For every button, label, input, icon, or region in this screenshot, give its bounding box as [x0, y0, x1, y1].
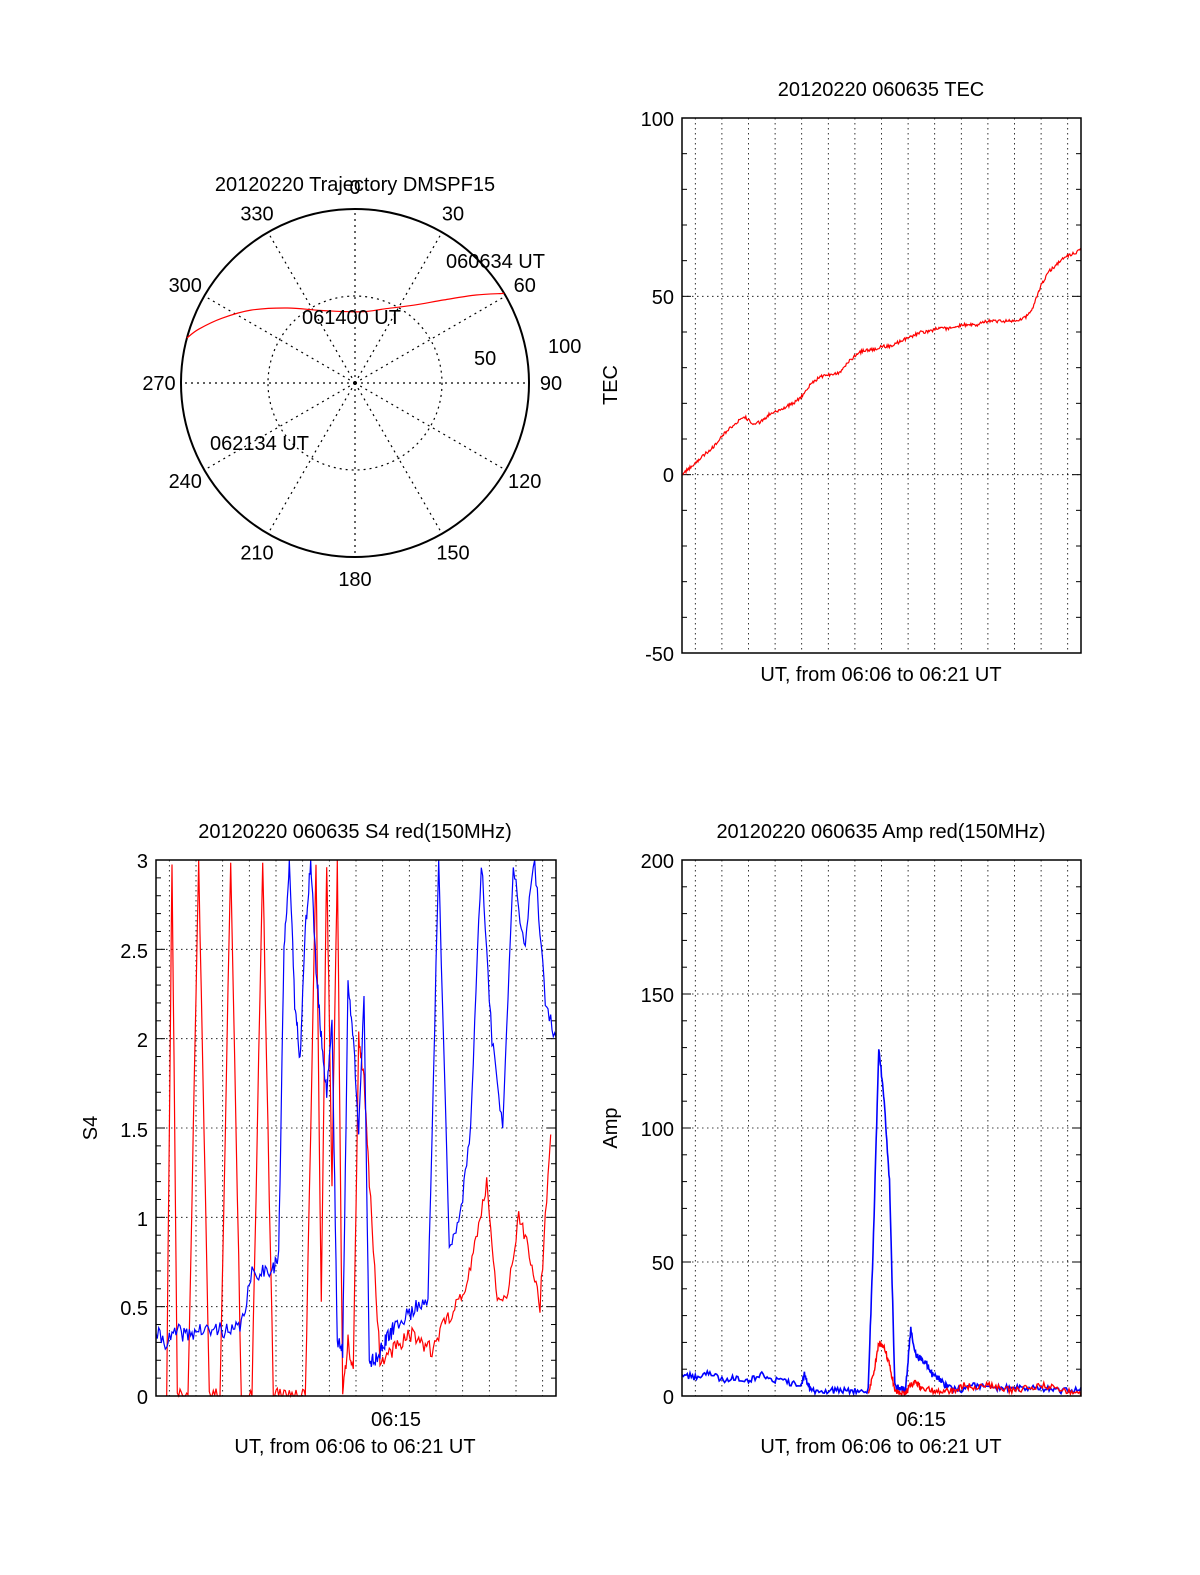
polar-angle-label: 210: [240, 543, 273, 565]
s4-series-red: [166, 859, 552, 1399]
s4-ytick-3: 3: [137, 851, 148, 873]
s4-xlabel: UT, from 06:06 to 06:21 UT: [234, 1436, 475, 1458]
tec-xlabel: UT, from 06:06 to 06:21 UT: [760, 664, 1001, 686]
polar-spoke: [267, 232, 356, 384]
s4-ytick-2: 2: [137, 1030, 148, 1052]
amp-ytick-200: 200: [641, 851, 674, 873]
polar-angle-label: 240: [169, 471, 202, 493]
tec-ytick-100: 100: [641, 109, 674, 131]
tec-title: 20120220 060635 TEC: [778, 79, 984, 101]
polar-spoke: [354, 382, 506, 471]
s4-grid: [156, 860, 556, 1396]
amp-ytick-150: 150: [641, 985, 674, 1007]
polar-angle-label: 120: [508, 471, 541, 493]
polar-ring-50: [267, 295, 443, 471]
s4-series-blue: [155, 859, 557, 1368]
polar-angle-label: 180: [338, 569, 371, 591]
polar-spoke: [204, 382, 356, 471]
polar-angle-label: 90: [540, 373, 562, 395]
s4-axes-frame: [155, 859, 557, 1397]
polar-angle-label: 270: [142, 373, 175, 395]
amp-ytick-100: 100: [641, 1119, 674, 1141]
polar-spoke: [354, 382, 443, 534]
tec-ytick-50: 50: [652, 287, 674, 309]
polar-spoke: [204, 295, 356, 384]
polar-angle-label: 150: [436, 543, 469, 565]
amp-minor-ticks: [682, 859, 1081, 1397]
s4-ytick-0: 0: [137, 1387, 148, 1409]
polar-angle-label: 300: [169, 275, 202, 297]
amp-xlabel: UT, from 06:06 to 06:21 UT: [760, 1436, 1001, 1458]
tec-axes-frame: [681, 117, 1082, 654]
s4-ytick-1-5: 1.5: [120, 1120, 148, 1142]
tec-ytick-0: 0: [663, 465, 674, 487]
polar-spoke: [354, 295, 506, 384]
polar-angle-label: 60: [514, 275, 536, 297]
polar-spoke: [354, 232, 443, 384]
amp-ytick-50: 50: [652, 1253, 674, 1275]
s4-ytick-2-5: 2.5: [120, 941, 148, 963]
s4-ytick-0-5: 0.5: [120, 1298, 148, 1320]
amp-title: 20120220 060635 Amp red(150MHz): [716, 821, 1045, 843]
radius-label-100: 100: [548, 336, 581, 358]
annotation-start-time: 060634 UT: [446, 251, 545, 273]
annotation-end-time: 062134 UT: [210, 433, 309, 455]
amp-xtick-0615: 06:15: [896, 1409, 946, 1431]
polar-angle-labels: 0 30 60 90 120 150 180 210 240 270 300 330: [142, 177, 562, 591]
radius-label-50: 50: [474, 348, 496, 370]
trajectory-track: [186, 292, 505, 339]
amp-panel: 20120220 060635 Amp red(150MHz) 200 150 …: [600, 821, 1082, 1458]
trajectory-title: 20120220 Trajectory DMSPF15: [215, 174, 495, 196]
tec-grid: [682, 118, 1081, 653]
s4-ytick-1: 1: [137, 1209, 148, 1231]
s4-title: 20120220 060635 S4 red(150MHz): [198, 821, 512, 843]
tec-ylabel: TEC: [600, 365, 622, 405]
amp-ytick-0: 0: [663, 1387, 674, 1409]
s4-panel: 20120220 060635 S4 red(150MHz) 3 2.5 2 1…: [80, 821, 557, 1458]
amp-axes-frame: [681, 859, 1082, 1397]
tec-series-red: [682, 247, 1082, 476]
s4-ylabel: S4: [80, 1116, 102, 1140]
annotation-mid-time: 061400 UT: [302, 307, 401, 329]
polar-grid: [181, 209, 529, 557]
polar-outer-ring: [180, 208, 530, 558]
polar-angle-label: 330: [240, 203, 273, 225]
tec-ytick-neg50: -50: [645, 644, 674, 666]
amp-series-red: [867, 1340, 1082, 1397]
s4-xtick-0615: 06:15: [371, 1409, 421, 1431]
tec-panel: 20120220 060635 TEC 100 50 0 -50 UT, fro…: [600, 79, 1082, 686]
amp-grid: [682, 860, 1081, 1396]
amp-ylabel: Amp: [600, 1107, 622, 1148]
polar-angle-label: 0: [349, 177, 360, 199]
trajectory-panel: 20120220 Trajectory DMSPF15 0 30 60 90 120 15…: [142, 174, 581, 591]
polar-spoke: [267, 382, 356, 534]
polar-angle-label: 30: [442, 203, 464, 225]
